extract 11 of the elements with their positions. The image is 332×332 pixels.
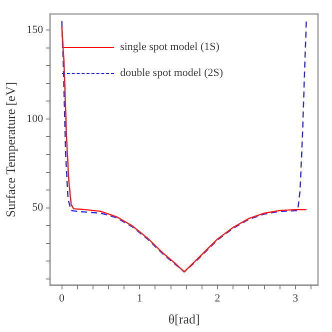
legend-label: double spot model (2S) xyxy=(120,66,224,81)
y-tick-label: 150 xyxy=(26,24,44,36)
legend-label: single spot model (1S) xyxy=(120,40,220,55)
x-tick-label: 1 xyxy=(136,292,142,305)
y-tick-label: 100 xyxy=(26,112,44,125)
x-tick-label: 2 xyxy=(214,292,220,305)
y-tick-label: 50 xyxy=(32,202,44,214)
y-axis-title: Surface Temperature [eV] xyxy=(3,82,18,218)
x-axis-title: θ[rad] xyxy=(168,312,200,327)
x-tick-label: 0 xyxy=(59,292,66,305)
x-tick-label: 3 xyxy=(292,292,299,305)
